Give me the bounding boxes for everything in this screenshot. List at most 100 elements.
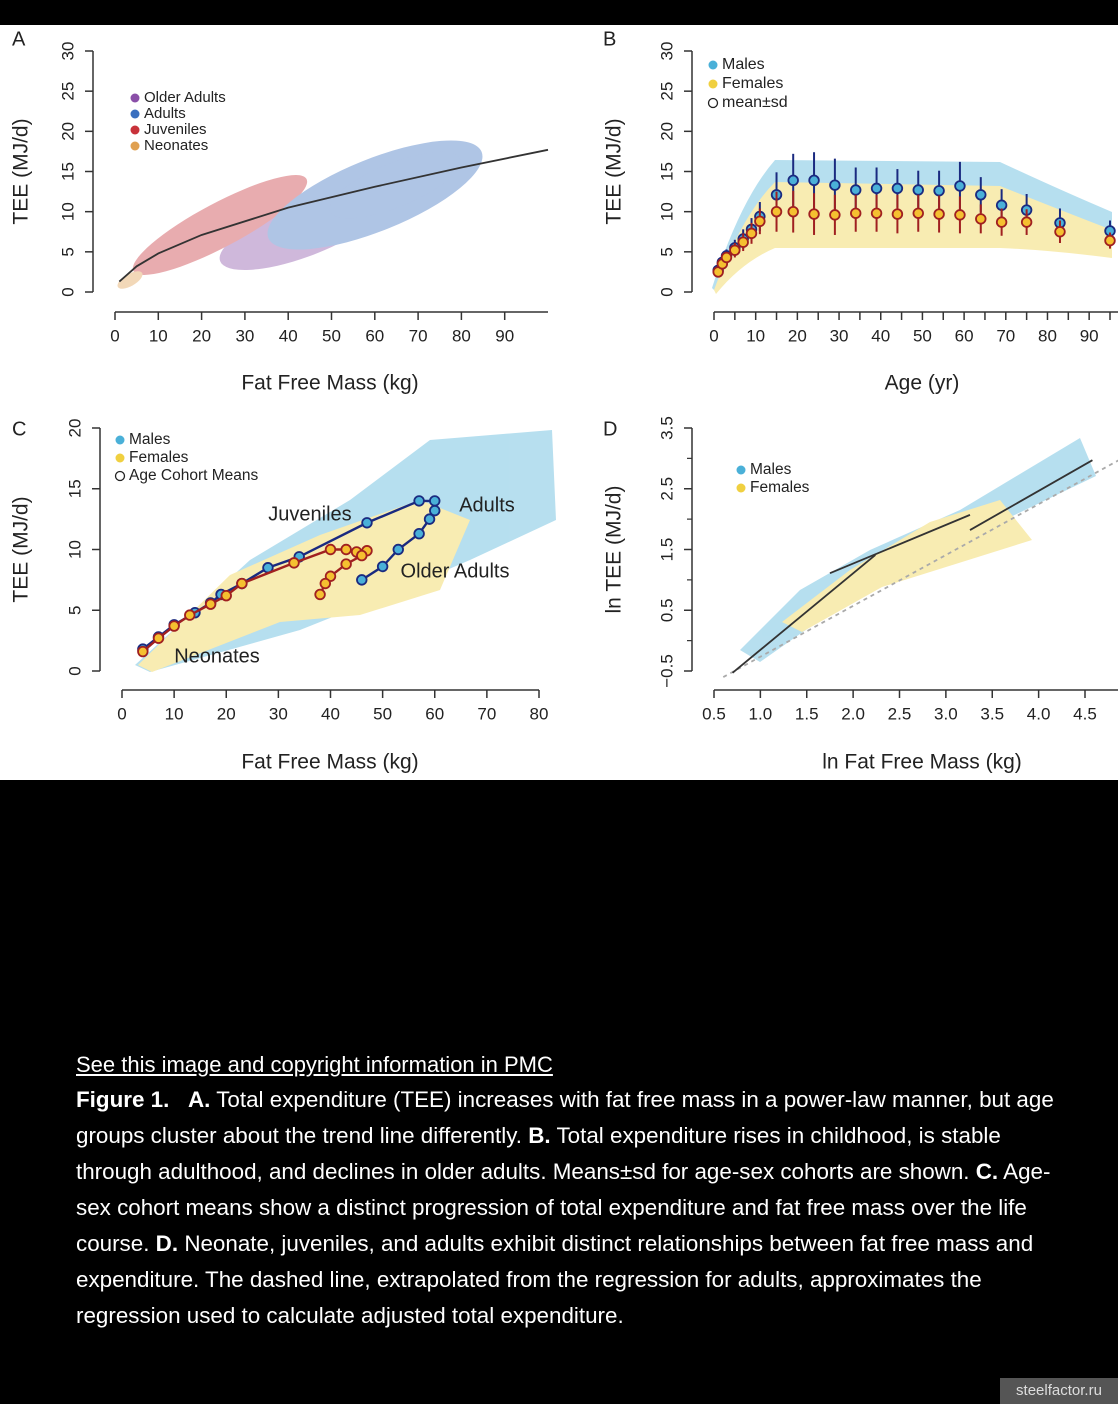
- x-tick-label: 50: [373, 704, 392, 723]
- caption-text: Total expenditure rises in childhood, is…: [76, 1123, 1001, 1184]
- legend-label: Males: [722, 56, 765, 73]
- x-axis-label: Age (yr): [885, 372, 960, 395]
- legend-swatch: [115, 435, 125, 445]
- x-tick-label: 80: [530, 704, 549, 723]
- annotation: Older Adults: [401, 560, 510, 582]
- fit-line: [118, 148, 549, 283]
- cloud: [712, 160, 1112, 292]
- cloud: [138, 500, 470, 672]
- top-bar: [0, 0, 1118, 25]
- y-tick-label: 25: [657, 82, 676, 101]
- mean-point: [356, 549, 368, 562]
- y-tick-label: 10: [657, 202, 676, 221]
- mean-point: [340, 558, 352, 570]
- fit-line: [969, 459, 1093, 531]
- y-axis-label: ln TEE (MJ/d): [603, 486, 626, 614]
- x-axis-label: Fat Free Mass (kg): [241, 372, 418, 395]
- cloud: [782, 500, 1032, 632]
- x-tick-label: 1.0: [749, 704, 773, 723]
- x-tick-label: 60: [365, 326, 384, 345]
- mean-point: [787, 205, 799, 218]
- x-tick-label: 30: [235, 326, 254, 345]
- mean-point: [356, 574, 368, 586]
- mean-point: [995, 216, 1008, 228]
- mean-point: [220, 589, 232, 602]
- y-tick-label: 20: [65, 419, 84, 438]
- x-tick-label: 10: [149, 326, 168, 345]
- mean-point: [314, 588, 326, 601]
- legend-swatch: [130, 125, 140, 135]
- mean-point: [891, 182, 904, 195]
- x-tick-label: 30: [269, 704, 288, 723]
- y-tick-label: 0: [657, 287, 676, 296]
- x-tick-label: 2.5: [888, 704, 912, 723]
- figure-background: [0, 25, 1118, 780]
- mean-point: [829, 179, 841, 191]
- mean-point: [912, 184, 924, 196]
- legend-swatch: [708, 60, 718, 70]
- legend-swatch: [130, 141, 140, 151]
- mean-point: [850, 207, 862, 219]
- mean-point: [770, 205, 783, 218]
- x-tick-label: 90: [495, 326, 514, 345]
- annotation: Juveniles: [268, 503, 351, 525]
- pmc-link[interactable]: See this image and copyright information…: [76, 1052, 553, 1077]
- x-tick-label: 30: [830, 326, 849, 345]
- legend-swatch: [130, 93, 140, 103]
- legend-label: Males: [129, 431, 171, 448]
- x-tick-label: 0.5: [702, 704, 726, 723]
- mean-point: [729, 244, 741, 256]
- y-tick-label: 25: [58, 82, 77, 101]
- mean-point: [376, 560, 389, 573]
- x-tick-label: 90: [1080, 326, 1099, 345]
- x-tick-label: 60: [425, 704, 444, 723]
- x-tick-label: 50: [913, 326, 932, 345]
- mean-point: [204, 598, 217, 610]
- mean-point: [324, 543, 337, 556]
- x-tick-label: 3.5: [980, 704, 1004, 723]
- legend-swatch: [115, 453, 125, 463]
- x-tick-label: 1.5: [795, 704, 819, 723]
- mean-point: [850, 184, 862, 196]
- cloud: [740, 438, 1096, 662]
- x-tick-label: 4.5: [1073, 704, 1097, 723]
- mean-point: [423, 513, 436, 525]
- x-tick-label: 50: [322, 326, 341, 345]
- y-axis-label: TEE (MJ/d): [10, 118, 33, 224]
- mean-point: [413, 528, 425, 540]
- mean-point: [975, 189, 987, 201]
- cloud: [267, 140, 483, 250]
- cloud: [117, 271, 143, 289]
- mean-point: [891, 208, 904, 220]
- x-tick-label: 60: [955, 326, 974, 345]
- caption-text: Age-sex cohort means show a distinct pro…: [76, 1159, 1051, 1256]
- mean-point: [933, 208, 945, 220]
- y-tick-label: 0: [65, 666, 84, 675]
- legend-label: Males: [750, 461, 792, 478]
- y-tick-label: 0: [58, 287, 77, 296]
- x-tick-label: 80: [452, 326, 471, 345]
- fit-line: [722, 459, 1118, 678]
- y-tick-label: 2.5: [657, 477, 676, 501]
- x-tick-label: 0: [709, 326, 718, 345]
- x-tick-label: 70: [996, 326, 1015, 345]
- mean-point: [933, 185, 945, 197]
- y-tick-label: 3.5: [657, 416, 676, 440]
- y-tick-label: −0.5: [657, 654, 676, 688]
- x-tick-label: 80: [1038, 326, 1057, 345]
- x-tick-label: 40: [321, 704, 340, 723]
- legend-swatch: [130, 109, 140, 119]
- y-tick-label: 5: [65, 606, 84, 615]
- mean-point: [870, 207, 883, 219]
- figure-label: Figure 1.: [76, 1087, 170, 1112]
- legend-label: Age Cohort Means: [129, 467, 258, 484]
- y-axis-label: TEE (MJ/d): [603, 118, 626, 224]
- x-tick-label: 2.0: [841, 704, 865, 723]
- mean-point: [429, 504, 441, 517]
- legend-label: Females: [129, 449, 189, 466]
- mean-point: [361, 517, 373, 529]
- x-tick-label: 0: [110, 326, 119, 345]
